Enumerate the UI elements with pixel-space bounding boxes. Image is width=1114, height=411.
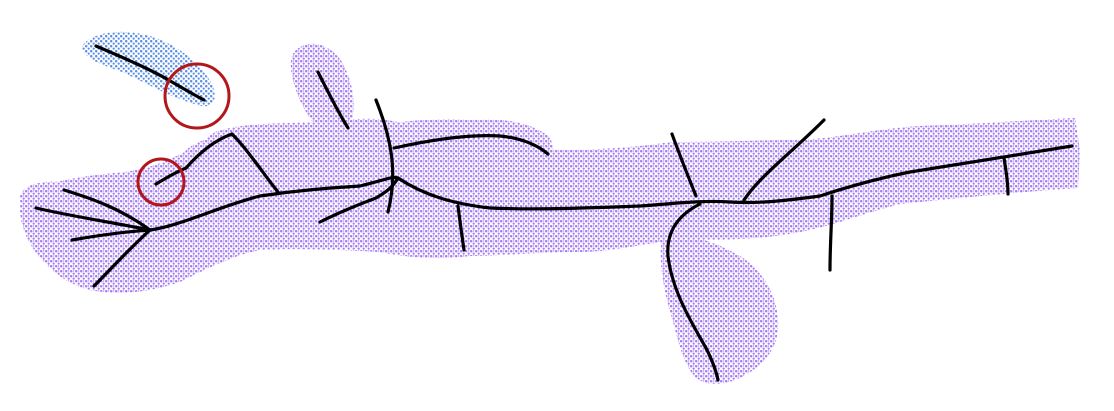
skeleton-curved-branch: [392, 134, 550, 156]
skeleton-lower-lobe: [666, 202, 720, 382]
skeleton-junction-branch: [374, 98, 395, 214]
skeleton-left-branch-a: [34, 206, 152, 232]
skeleton-left-branch-d: [92, 228, 152, 288]
skeleton-mid-stub: [456, 204, 466, 252]
point-cloud-lower-lobe: [660, 234, 779, 384]
skeleton-left-branch-b: [62, 188, 152, 232]
skeleton-upper-right-branch-b: [742, 118, 826, 202]
point-cloud-curved-branch: [372, 119, 553, 165]
skeleton-inner-branch: [318, 176, 400, 224]
highlight-circle-lower: [136, 157, 186, 207]
skeleton-left-branch-c: [70, 228, 152, 242]
skeleton-main-spine: [148, 144, 1074, 232]
highlight-circle-upper: [163, 62, 231, 130]
skeleton-neck-loop: [184, 132, 280, 194]
skeleton-stub-left: [154, 166, 188, 186]
skeleton-upper-lobe: [316, 70, 350, 130]
highlight-markers: [136, 62, 231, 207]
skeleton-graph: [34, 44, 1074, 382]
skeleton-far-right-stub: [1002, 156, 1010, 196]
point-cloud-trunk: [20, 118, 1080, 293]
skeleton-right-vertical: [828, 194, 834, 272]
skeleton-upper-right-branch-a: [670, 132, 698, 198]
skeleton-detached-segment: [94, 44, 206, 102]
point-cloud-main: [19, 43, 1080, 384]
point-cloud-left-tip: [19, 181, 151, 249]
